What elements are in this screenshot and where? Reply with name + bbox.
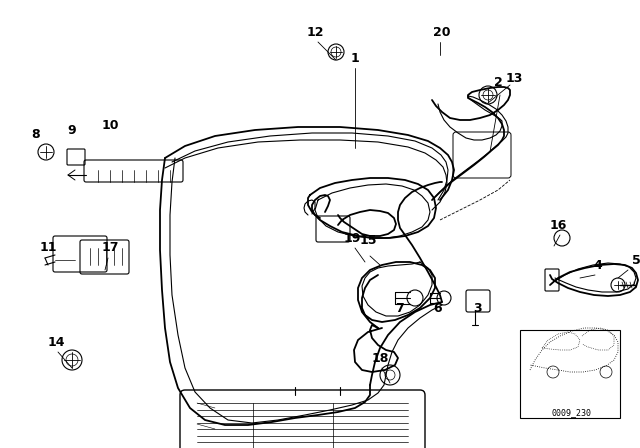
Text: 5: 5	[632, 254, 640, 267]
Text: 3: 3	[473, 302, 481, 314]
Text: 14: 14	[47, 336, 65, 349]
Text: 0009_230: 0009_230	[552, 409, 592, 418]
FancyBboxPatch shape	[180, 390, 425, 448]
Text: 18: 18	[371, 352, 388, 365]
Text: 19: 19	[343, 232, 361, 245]
Text: 7: 7	[396, 302, 404, 314]
Text: 6: 6	[434, 302, 442, 314]
Bar	[520, 330, 620, 418]
Text: 17: 17	[101, 241, 119, 254]
Text: 16: 16	[549, 219, 566, 232]
Text: 11: 11	[39, 241, 57, 254]
Text: 13: 13	[506, 72, 523, 85]
Text: 15: 15	[359, 233, 377, 246]
Text: 1: 1	[351, 52, 360, 65]
Text: 9: 9	[68, 124, 76, 137]
Text: 10: 10	[101, 119, 119, 132]
Text: 4: 4	[594, 258, 602, 271]
Text: 20: 20	[433, 26, 451, 39]
Text: 8: 8	[32, 128, 40, 141]
Text: 2: 2	[493, 76, 502, 89]
Text: 12: 12	[307, 26, 324, 39]
